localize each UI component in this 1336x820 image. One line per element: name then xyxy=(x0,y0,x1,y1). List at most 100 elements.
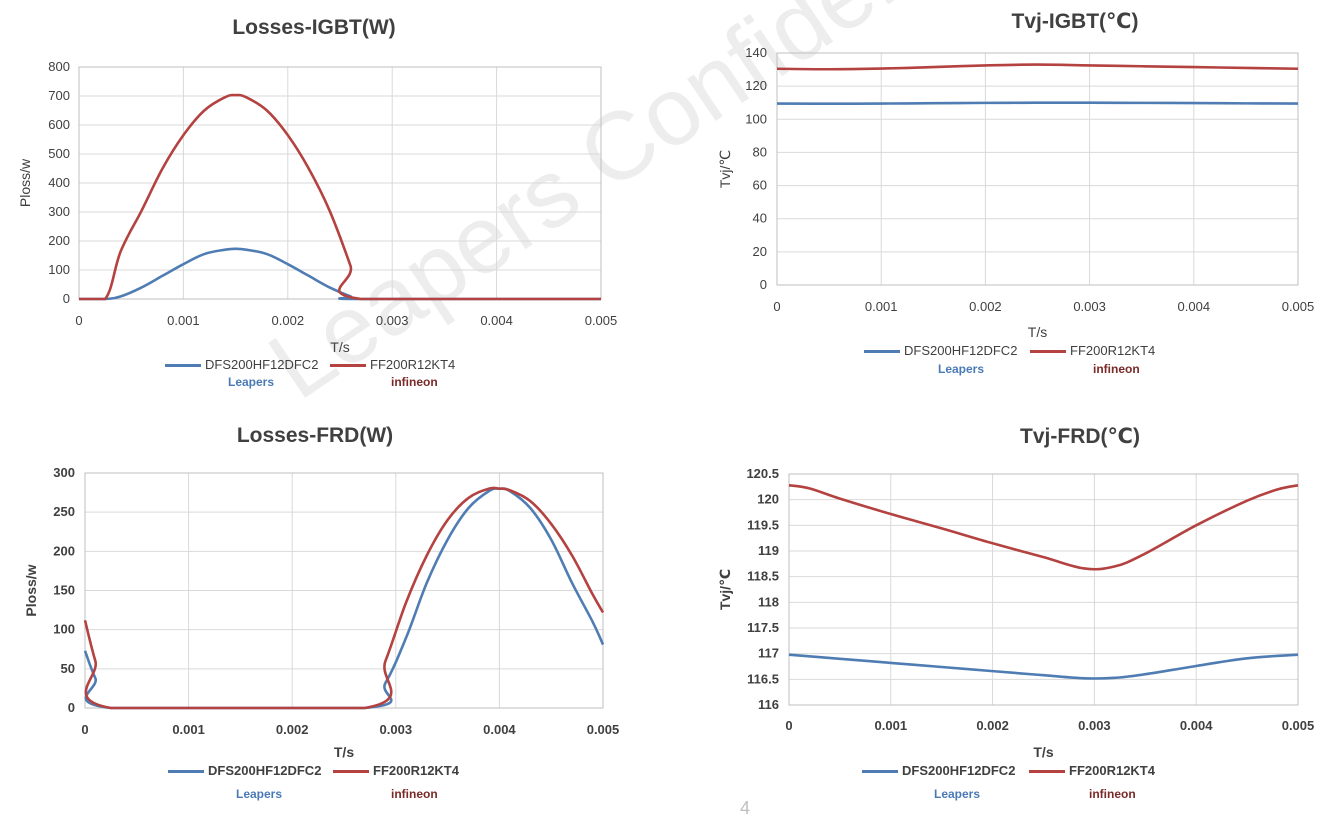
x-axis-label: T/s xyxy=(1033,744,1053,760)
legend-item-s2: FF200R12KT4 xyxy=(330,357,455,372)
legend-item-s2: FF200R12KT4 xyxy=(1029,763,1155,778)
y-tick-label: 200 xyxy=(53,543,75,558)
legend-sub-leapers: Leapers xyxy=(228,375,275,389)
legend-item-s1: DFS200HF12DFC2 xyxy=(165,357,318,372)
y-axis-label: Tvj/℃ xyxy=(717,150,733,188)
chart-title: Losses-FRD(W) xyxy=(236,424,394,447)
legend-item-s1: DFS200HF12DFC2 xyxy=(862,763,1015,778)
legend-label: DFS200HF12DFC2 xyxy=(205,357,319,372)
y-tick-label: 117 xyxy=(758,646,779,661)
x-tick-label: 0.004 xyxy=(483,722,516,737)
y-tick-label: 80 xyxy=(753,144,767,159)
plot-frame xyxy=(788,473,1299,706)
y-tick-label: 800 xyxy=(48,59,70,74)
series-line-ff200r12kt4 xyxy=(83,486,605,710)
legend-label: DFS200HF12DFC2 xyxy=(902,763,1016,778)
y-tick-label: 120 xyxy=(745,78,767,93)
y-axis-label: Tvj/℃ xyxy=(717,569,733,610)
x-tick-label: 0.005 xyxy=(1282,718,1315,733)
y-tick-label: 500 xyxy=(48,146,70,161)
plot-frame xyxy=(776,52,1299,286)
x-tick-label: 0.001 xyxy=(172,722,205,737)
y-tick-label: 120 xyxy=(757,492,779,507)
series-line-ff200r12kt4 xyxy=(776,63,1299,71)
y-tick-label: 60 xyxy=(753,178,767,193)
legend-swatch xyxy=(168,770,204,774)
y-tick-label: 116 xyxy=(758,697,779,712)
legend-label: FF200R12KT4 xyxy=(1070,343,1156,358)
legend-label: DFS200HF12DFC2 xyxy=(904,343,1018,358)
chart-svg: 0 50 100 150 200 250 300 0 0.001 0.002 0.003 0.004 0… xyxy=(23,465,619,760)
x-tick-label: 0.004 xyxy=(1180,718,1213,733)
legend-item-s2: FF200R12KT4 xyxy=(1030,343,1155,358)
legend-item-s1: DFS200HF12DFC2 xyxy=(168,763,321,778)
x-tick-label: 0.002 xyxy=(976,718,1009,733)
x-tick-label: 0.002 xyxy=(272,313,305,328)
legend-label: DFS200HF12DFC2 xyxy=(208,763,322,778)
legend-swatch xyxy=(333,770,369,774)
series-line-ff200r12kt4 xyxy=(788,484,1299,571)
legend-swatch xyxy=(1030,350,1066,354)
y-tick-label: 140 xyxy=(745,45,767,60)
legend-label: FF200R12KT4 xyxy=(1069,763,1155,778)
y-tick-label: 300 xyxy=(53,465,75,480)
y-tick-label: 250 xyxy=(53,504,75,519)
x-tick-label: 0.004 xyxy=(1178,299,1211,314)
y-tick-label: 600 xyxy=(48,117,70,132)
legend-sub-infineon: infineon xyxy=(1089,787,1136,801)
y-tick-label: 50 xyxy=(61,661,75,676)
legend-sub-leapers: Leapers xyxy=(236,787,283,801)
y-tick-label: 116.5 xyxy=(747,671,779,686)
x-tick-label: 0.003 xyxy=(380,722,413,737)
x-axis-label: T/s xyxy=(330,339,349,355)
chart-title: Losses-IGBT(W) xyxy=(232,16,396,39)
legend-sub-leapers: Leapers xyxy=(934,787,981,801)
x-tick-label: 0 xyxy=(81,722,88,737)
legend-sub-infineon: infineon xyxy=(391,375,438,389)
y-tick-label: 119 xyxy=(758,543,779,558)
y-axis-label: Ploss/w xyxy=(23,564,39,616)
legend-swatch xyxy=(165,364,201,368)
x-tick-label: 0.002 xyxy=(969,299,1002,314)
x-axis-label: T/s xyxy=(334,744,354,760)
y-tick-label: 150 xyxy=(53,583,75,598)
chart-title: Tvj-IGBT(℃) xyxy=(1011,10,1139,33)
y-tick-label: 40 xyxy=(753,211,767,226)
page-number: 4 xyxy=(740,798,751,818)
series-line-dfs200hf12dfc2 xyxy=(776,101,1299,106)
y-tick-label: 118 xyxy=(758,594,779,609)
y-tick-label: 100 xyxy=(745,111,767,126)
x-tick-label: 0.003 xyxy=(1073,299,1106,314)
chart-svg: 0 20 40 60 80 100 120 140 0 0.001 0.002 0.003 0.004 0… xyxy=(717,45,1314,340)
y-tick-label: 0 xyxy=(760,277,767,292)
y-tick-label: 300 xyxy=(48,204,70,219)
legend-swatch xyxy=(1029,770,1065,774)
x-tick-label: 0 xyxy=(785,718,792,733)
y-tick-label: 117.5 xyxy=(747,620,779,635)
y-tick-label: 120.5 xyxy=(746,466,779,481)
x-tick-label: 0.001 xyxy=(865,299,898,314)
y-axis-label: Ploss/w xyxy=(17,158,33,207)
x-tick-label: 0.001 xyxy=(875,718,908,733)
y-tick-label: 200 xyxy=(48,233,70,248)
series-line-ff200r12kt4 xyxy=(79,93,601,301)
chart-tvj-igbt: Tvj-IGBT(℃) 0 20 40 60 80 100 120 140 0 0.001 0.00… xyxy=(0,0,1336,400)
legend-item-s2: FF200R12KT4 xyxy=(333,763,459,778)
x-tick-label: 0.004 xyxy=(480,313,513,328)
y-tick-label: 118.5 xyxy=(747,569,779,584)
y-tick-label: 20 xyxy=(753,244,767,259)
legend-swatch xyxy=(330,364,366,368)
y-tick-label: 119.5 xyxy=(747,517,779,532)
x-tick-label: 0.003 xyxy=(1078,718,1111,733)
chart-title: Tvj-FRD(℃) xyxy=(1020,425,1140,448)
x-axis-label: T/s xyxy=(1028,324,1047,340)
series-line-dfs200hf12dfc2 xyxy=(788,653,1299,680)
x-tick-label: 0.002 xyxy=(276,722,309,737)
y-tick-label: 100 xyxy=(48,262,70,277)
legend-label: FF200R12KT4 xyxy=(373,763,459,778)
legend-swatch xyxy=(864,350,900,354)
chart-losses-igbt: Losses-IGBT(W) 0 100 200 300 400 500 600 700 800… xyxy=(0,0,660,400)
chart-losses-frd: Losses-FRD(W) 0 50 100 150 200 250 300 0 0.001 0.… xyxy=(0,0,660,820)
y-tick-label: 400 xyxy=(48,175,70,190)
